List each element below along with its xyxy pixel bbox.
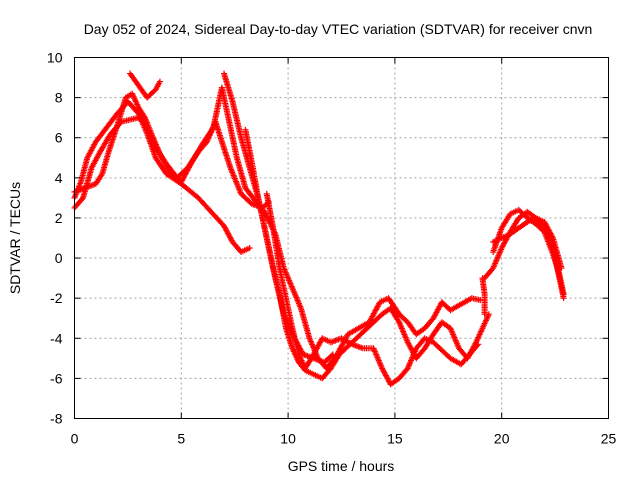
y-tick-label: 6 bbox=[55, 130, 63, 146]
data-point-marker bbox=[328, 352, 335, 359]
series-pass-6 bbox=[242, 126, 492, 382]
series-pass-5 bbox=[221, 70, 336, 366]
series-pass-11 bbox=[479, 275, 488, 318]
chart-title: Day 052 of 2024, Sidereal Day-to-day VTE… bbox=[84, 21, 593, 37]
data-point-marker bbox=[329, 351, 336, 358]
x-tick-label: 0 bbox=[71, 431, 79, 447]
series-pass-7 bbox=[263, 190, 482, 388]
data-point-marker bbox=[156, 78, 163, 85]
y-tick-label: -4 bbox=[50, 330, 63, 346]
y-tick-label: 2 bbox=[55, 210, 63, 226]
x-tick-label: 5 bbox=[177, 431, 185, 447]
y-tick-label: 10 bbox=[47, 50, 63, 66]
y-tick-label: 4 bbox=[55, 170, 63, 186]
data-point-marker bbox=[477, 297, 484, 304]
y-tick-label: 0 bbox=[55, 250, 63, 266]
series-pass-3 bbox=[71, 84, 484, 372]
grid-lines bbox=[74, 57, 609, 419]
y-tick-label: -2 bbox=[50, 290, 63, 306]
data-point-marker bbox=[560, 291, 567, 298]
data-markers bbox=[71, 70, 567, 388]
data-point-marker bbox=[481, 311, 488, 318]
y-tick-label: -6 bbox=[50, 370, 63, 386]
x-axis-label: GPS time / hours bbox=[288, 458, 395, 474]
y-tick-label: -8 bbox=[50, 411, 63, 427]
x-tick-label: 25 bbox=[601, 431, 617, 447]
y-axis-label: SDTVAR / TECUs bbox=[7, 182, 23, 294]
x-tick-label: 20 bbox=[494, 431, 510, 447]
series-pass-1 bbox=[71, 98, 253, 256]
data-point-marker bbox=[558, 265, 565, 272]
x-tick-label: 10 bbox=[280, 431, 296, 447]
data-point-marker bbox=[246, 245, 253, 252]
plot-frame bbox=[74, 57, 609, 419]
series-pass-2 bbox=[71, 114, 272, 211]
series-pass-10 bbox=[490, 214, 565, 272]
data-point-marker bbox=[209, 126, 216, 133]
y-tick-label: 8 bbox=[55, 90, 63, 106]
data-point-marker bbox=[475, 341, 482, 348]
x-tick-label: 15 bbox=[387, 431, 403, 447]
series-pass-4 bbox=[127, 70, 163, 101]
data-point-marker bbox=[474, 342, 481, 349]
